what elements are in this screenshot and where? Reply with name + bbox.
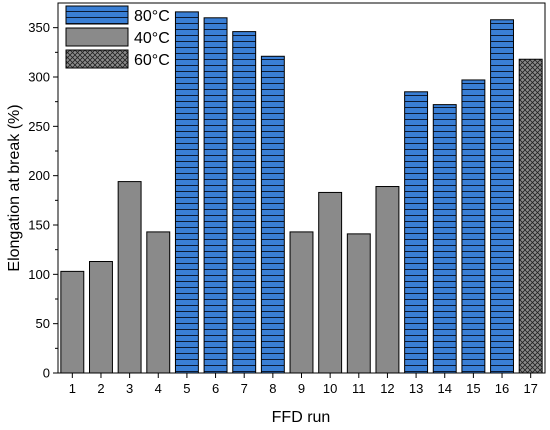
x-tick-label: 4 (155, 381, 162, 396)
bar-run-8 (260, 55, 285, 374)
y-tick-label: 350 (28, 20, 50, 35)
x-tick-label: 9 (298, 381, 305, 396)
y-axis-title: Elongation at break (%) (6, 104, 23, 271)
x-tick-label: 12 (380, 381, 394, 396)
bar-run-7 (232, 31, 257, 374)
x-tick-label: 13 (409, 381, 423, 396)
y-axis: 0 50 100 150 200 250 300 350 (28, 20, 58, 381)
legend-swatch-80C (65, 5, 129, 25)
bar-run-6 (203, 17, 228, 374)
bar-run-5 (174, 11, 199, 374)
x-tick-label: 2 (97, 381, 104, 396)
y-tick-label: 50 (36, 316, 50, 331)
x-tick-label: 15 (466, 381, 480, 396)
x-axis-title: FFD run (272, 409, 331, 426)
x-tick-label: 8 (269, 381, 276, 396)
y-tick-label: 250 (28, 119, 50, 134)
y-tick-label: 150 (28, 218, 50, 233)
bar-run-11 (346, 233, 371, 374)
x-tick-label: 7 (241, 381, 248, 396)
x-tick-label: 3 (126, 381, 133, 396)
bar-run-15 (461, 79, 486, 374)
x-tick-label: 10 (323, 381, 337, 396)
bar-run-17 (518, 58, 543, 374)
y-tick-label: 300 (28, 70, 50, 85)
legend-label: 40°C (134, 30, 170, 47)
legend-swatch-60C (65, 49, 129, 69)
bar-run-2 (89, 261, 113, 374)
y-tick-label: 200 (28, 168, 50, 183)
bar-run-13 (404, 91, 429, 374)
x-tick-label: 16 (495, 381, 509, 396)
legend-swatch-40C (65, 27, 129, 47)
bar-run-9 (289, 231, 314, 374)
bar-run-14 (432, 104, 457, 374)
x-tick-label: 11 (352, 381, 366, 396)
bar-run-16 (490, 19, 514, 374)
legend-label: 80°C (134, 8, 170, 25)
x-tick-label: 14 (438, 381, 452, 396)
x-tick-label: 17 (523, 381, 537, 396)
bars-group (60, 11, 543, 374)
x-axis: 1 2 3 4 5 6 7 8 9 10 11 12 13 14 15 16 17 (69, 373, 538, 396)
legend-label: 60°C (134, 52, 170, 69)
x-tick-label: 6 (212, 381, 219, 396)
bar-run-4 (146, 231, 171, 374)
x-tick-label: 1 (69, 381, 76, 396)
bar-run-12 (375, 186, 400, 374)
bar-run-3 (117, 181, 142, 374)
bar-run-1 (60, 270, 85, 374)
legend: 80°C 40°C 60°C (65, 5, 170, 69)
x-tick-label: 5 (183, 381, 190, 396)
bar-run-10 (318, 191, 343, 374)
y-tick-label: 0 (43, 366, 50, 381)
y-tick-label: 100 (28, 267, 50, 282)
